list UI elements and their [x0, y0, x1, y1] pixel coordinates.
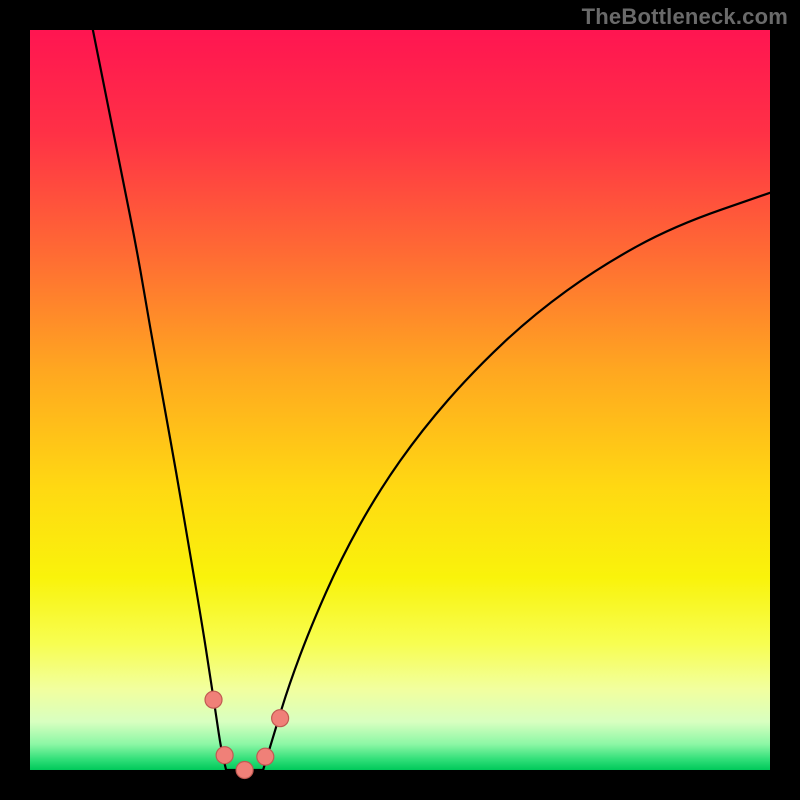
- bottleneck-curve-chart: [0, 0, 800, 800]
- bottleneck-marker: [257, 748, 274, 765]
- bottleneck-marker: [272, 710, 289, 727]
- bottleneck-marker: [205, 691, 222, 708]
- watermark-text: TheBottleneck.com: [582, 4, 788, 30]
- chart-container: TheBottleneck.com: [0, 0, 800, 800]
- bottleneck-marker: [216, 747, 233, 764]
- bottleneck-marker: [236, 762, 253, 779]
- plot-gradient-background: [30, 30, 770, 770]
